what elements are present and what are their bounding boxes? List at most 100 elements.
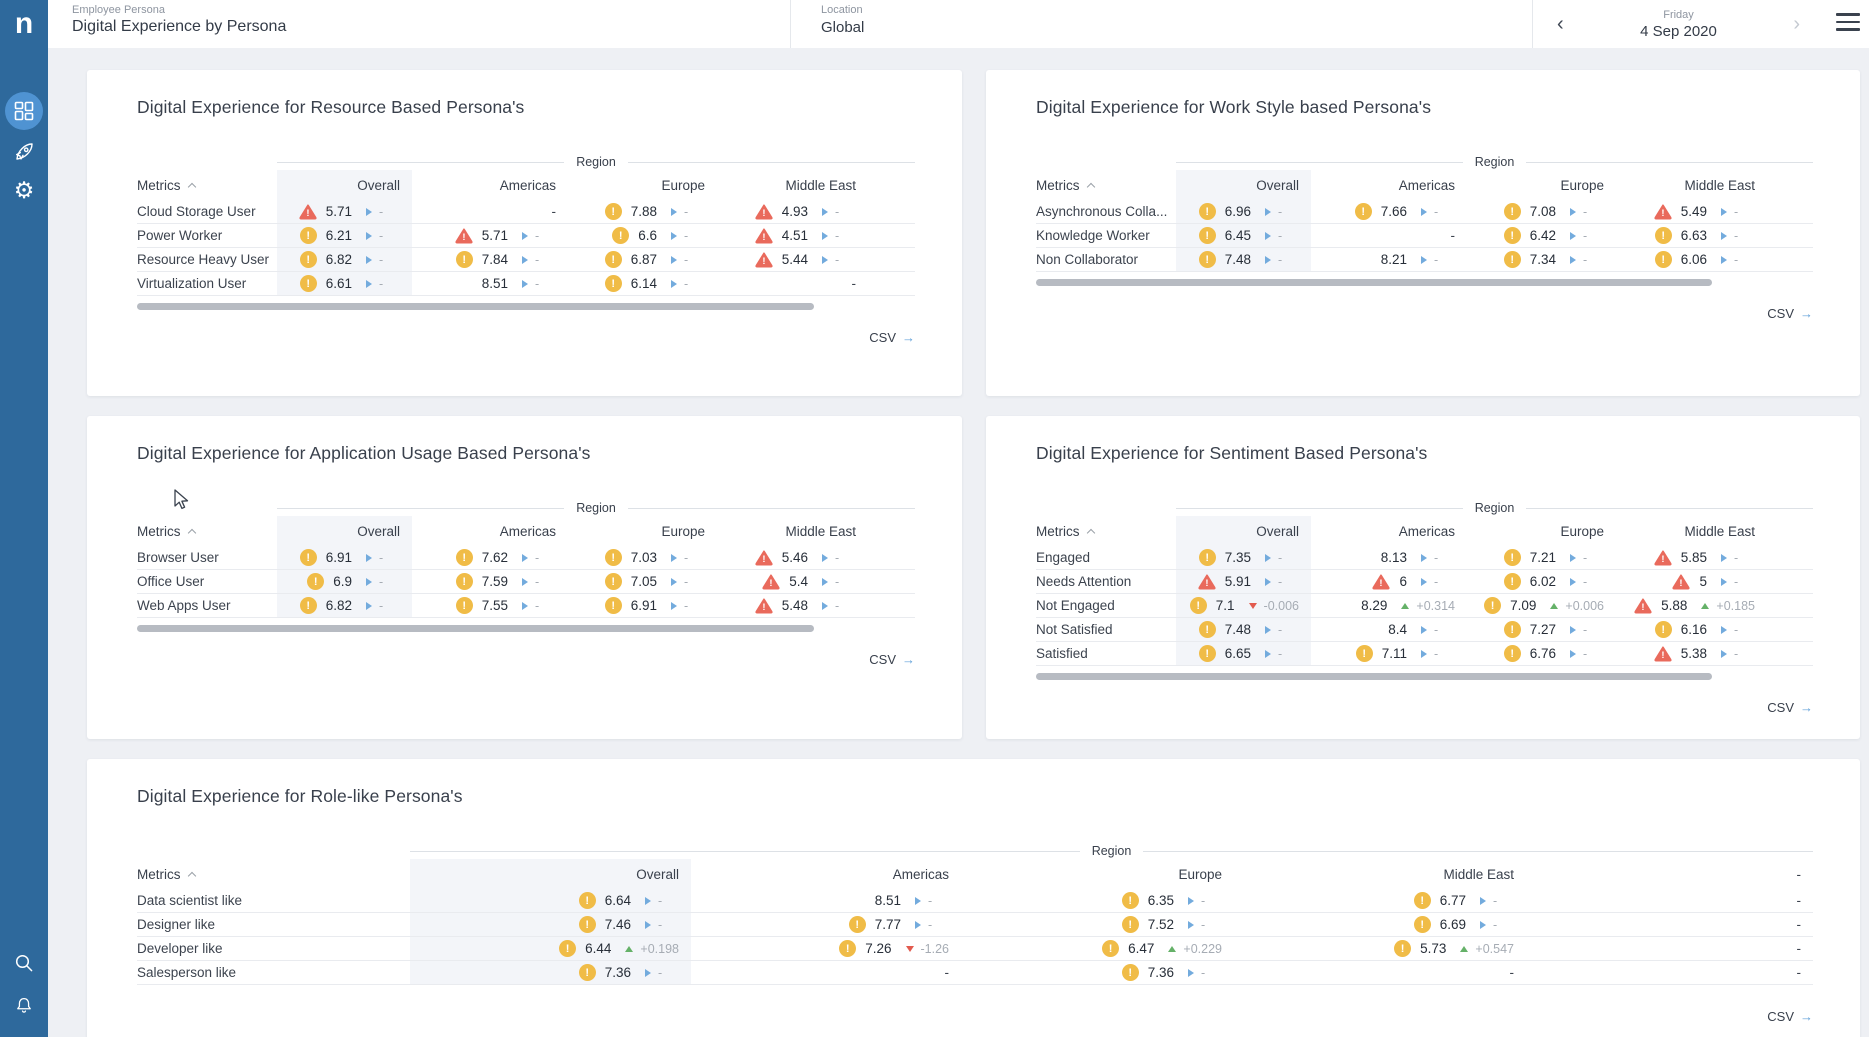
metric-cell[interactable]: ! 6.61 - bbox=[277, 272, 412, 295]
metric-cell[interactable]: ! 7.36 - bbox=[961, 961, 1234, 984]
metric-cell[interactable]: ! 6.45 - bbox=[1176, 224, 1311, 247]
metric-cell[interactable]: 8.29 +0.314 bbox=[1311, 594, 1467, 617]
metrics-sort-header[interactable]: Metrics bbox=[1036, 170, 1176, 200]
metric-cell[interactable]: ! 6.63 - bbox=[1616, 224, 1767, 247]
scrollbar-thumb[interactable] bbox=[1036, 279, 1712, 286]
next-day-button[interactable]: › bbox=[1793, 13, 1800, 35]
horizontal-scrollbar[interactable] bbox=[1036, 673, 1813, 680]
metric-cell[interactable]: ! 7.84 - bbox=[412, 248, 568, 271]
metric-cell[interactable]: ! 7.08 - bbox=[1467, 200, 1616, 223]
metric-cell[interactable]: ! 6.9 - bbox=[277, 570, 412, 593]
metric-cell[interactable]: ! 5.4 - bbox=[717, 570, 868, 593]
metric-cell[interactable]: 8.4 - bbox=[1311, 618, 1467, 641]
metric-cell[interactable]: ! 6.21 - bbox=[277, 224, 412, 247]
metric-cell[interactable]: ! 6.16 - bbox=[1616, 618, 1767, 641]
metric-cell[interactable]: 8.21 - bbox=[1311, 248, 1467, 271]
metrics-sort-header[interactable]: Metrics bbox=[137, 516, 277, 546]
metrics-sort-header[interactable]: Metrics bbox=[1036, 516, 1176, 546]
metric-cell[interactable]: ! 4.93 - bbox=[717, 200, 868, 223]
metric-cell[interactable]: ! 6.91 - bbox=[277, 546, 412, 569]
metrics-sort-header[interactable]: Metrics bbox=[137, 170, 277, 200]
sidebar-item-settings[interactable]: ⚙ bbox=[0, 179, 48, 202]
metric-cell[interactable]: ! 5.71 - bbox=[412, 224, 568, 247]
metric-cell[interactable]: ! 6.69 - bbox=[1234, 913, 1526, 936]
metric-cell[interactable]: ! 6 - bbox=[1311, 570, 1467, 593]
metric-cell[interactable]: ! 7.05 - bbox=[568, 570, 717, 593]
metric-cell[interactable]: ! 6.02 - bbox=[1467, 570, 1616, 593]
metric-cell[interactable]: ! 6.35 - bbox=[961, 889, 1234, 912]
metric-cell[interactable]: ! 7.59 - bbox=[412, 570, 568, 593]
metric-cell[interactable]: ! 7.52 - bbox=[961, 913, 1234, 936]
metric-cell[interactable]: ! 6.76 - bbox=[1467, 642, 1616, 665]
metric-cell[interactable]: ! 5.88 +0.185 bbox=[1616, 594, 1767, 617]
metric-cell[interactable]: ! 7.03 - bbox=[568, 546, 717, 569]
location-selector[interactable]: Location Global bbox=[790, 0, 864, 48]
warning-icon: ! bbox=[455, 573, 473, 590]
metric-cell[interactable]: ! 5.71 - bbox=[277, 200, 412, 223]
metric-cell[interactable]: ! 7.46 - bbox=[410, 913, 691, 936]
metric-cell[interactable]: ! 5.46 - bbox=[717, 546, 868, 569]
metric-cell[interactable]: ! 6.6 - bbox=[568, 224, 717, 247]
csv-export-link[interactable]: CSV → bbox=[1767, 306, 1813, 321]
metric-cell[interactable]: ! 5 - bbox=[1616, 570, 1767, 593]
metric-cell[interactable]: ! 6.42 - bbox=[1467, 224, 1616, 247]
metric-cell[interactable]: 8.51 - bbox=[412, 272, 568, 295]
metric-cell[interactable]: ! 5.85 - bbox=[1616, 546, 1767, 569]
previous-day-button[interactable]: ‹ bbox=[1557, 13, 1564, 35]
metric-cell[interactable]: ! 7.48 - bbox=[1176, 248, 1311, 271]
hamburger-menu-button[interactable] bbox=[1836, 13, 1862, 36]
metric-cell[interactable]: ! 5.91 - bbox=[1176, 570, 1311, 593]
metric-cell[interactable]: ! 7.34 - bbox=[1467, 248, 1616, 271]
metric-cell[interactable]: ! 7.1 -0.006 bbox=[1176, 594, 1311, 617]
metric-cell[interactable]: ! 6.14 - bbox=[568, 272, 717, 295]
scrollbar-thumb[interactable] bbox=[137, 625, 814, 632]
metric-cell[interactable]: ! 7.36 - bbox=[410, 961, 691, 984]
metric-cell[interactable]: ! 7.21 - bbox=[1467, 546, 1616, 569]
sidebar-item-search[interactable] bbox=[0, 952, 48, 979]
csv-export-link[interactable]: CSV → bbox=[1767, 700, 1813, 715]
scrollbar-thumb[interactable] bbox=[137, 303, 814, 310]
metric-cell[interactable]: ! 5.38 - bbox=[1616, 642, 1767, 665]
metric-cell[interactable]: ! 7.11 - bbox=[1311, 642, 1467, 665]
metric-cell[interactable]: ! 6.77 - bbox=[1234, 889, 1526, 912]
horizontal-scrollbar[interactable] bbox=[137, 303, 915, 310]
metric-cell[interactable]: ! 7.09 +0.006 bbox=[1467, 594, 1616, 617]
metric-cell[interactable]: ! 7.88 - bbox=[568, 200, 717, 223]
metric-cell[interactable]: ! 6.87 - bbox=[568, 248, 717, 271]
csv-export-link[interactable]: CSV → bbox=[869, 330, 915, 345]
metric-cell[interactable]: ! 5.73 +0.547 bbox=[1234, 937, 1526, 960]
metric-cell[interactable]: ! 6.91 - bbox=[568, 594, 717, 617]
metric-cell[interactable]: ! 4.51 - bbox=[717, 224, 868, 247]
metric-cell[interactable]: ! 5.48 - bbox=[717, 594, 868, 617]
metric-cell[interactable]: 8.51 - bbox=[691, 889, 961, 912]
metric-cell[interactable]: ! 5.49 - bbox=[1616, 200, 1767, 223]
metric-cell[interactable]: ! 7.27 - bbox=[1467, 618, 1616, 641]
metric-cell[interactable]: ! 6.06 - bbox=[1616, 248, 1767, 271]
metric-cell[interactable]: ! 6.47 +0.229 bbox=[961, 937, 1234, 960]
sidebar-item-notifications[interactable] bbox=[0, 995, 48, 1022]
nexthink-logo[interactable]: n bbox=[14, 7, 34, 40]
sidebar-item-dashboards[interactable] bbox=[0, 92, 48, 130]
metric-cell[interactable]: 8.13 - bbox=[1311, 546, 1467, 569]
metric-cell[interactable]: ! 7.62 - bbox=[412, 546, 568, 569]
csv-export-link[interactable]: CSV → bbox=[869, 652, 915, 667]
metric-cell[interactable]: ! 5.44 - bbox=[717, 248, 868, 271]
metric-cell[interactable]: ! 6.64 - bbox=[410, 889, 691, 912]
metrics-sort-header[interactable]: Metrics bbox=[137, 859, 410, 889]
metric-cell[interactable]: ! 7.55 - bbox=[412, 594, 568, 617]
scrollbar-thumb[interactable] bbox=[1036, 673, 1712, 680]
horizontal-scrollbar[interactable] bbox=[137, 625, 915, 632]
metric-cell[interactable]: ! 7.66 - bbox=[1311, 200, 1467, 223]
csv-export-link[interactable]: CSV → bbox=[1767, 1009, 1813, 1024]
sidebar-item-launch[interactable] bbox=[0, 140, 48, 169]
metric-cell[interactable]: ! 6.44 +0.198 bbox=[410, 937, 691, 960]
metric-cell[interactable]: ! 7.26 -1.26 bbox=[691, 937, 961, 960]
metric-cell[interactable]: ! 6.82 - bbox=[277, 248, 412, 271]
metric-cell[interactable]: ! 6.65 - bbox=[1176, 642, 1311, 665]
metric-cell[interactable]: ! 6.82 - bbox=[277, 594, 412, 617]
metric-cell[interactable]: ! 7.48 - bbox=[1176, 618, 1311, 641]
metric-cell[interactable]: ! 7.77 - bbox=[691, 913, 961, 936]
metric-cell[interactable]: ! 6.96 - bbox=[1176, 200, 1311, 223]
metric-cell[interactable]: ! 7.35 - bbox=[1176, 546, 1311, 569]
horizontal-scrollbar[interactable] bbox=[1036, 279, 1813, 286]
